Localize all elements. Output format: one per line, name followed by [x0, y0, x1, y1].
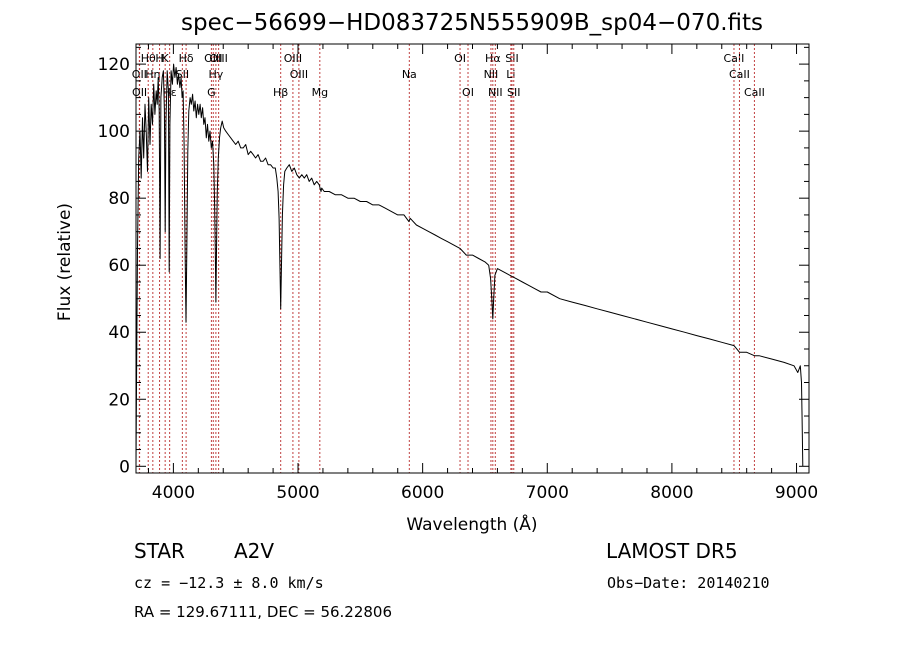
line-marker-label: CaII — [744, 86, 765, 99]
y-tick-label: 0 — [119, 457, 130, 477]
line-marker-label: Hγ — [208, 68, 223, 81]
line-marker-label: CaII — [729, 68, 750, 81]
survey-name: LAMOST DR5 — [606, 539, 738, 563]
line-marker-label: Hβ — [273, 86, 288, 99]
line-marker-label: SII — [507, 86, 520, 99]
line-marker-label: OIII — [209, 52, 227, 65]
line-marker-label: OIII — [284, 52, 302, 65]
line-marker-label: Mg — [312, 86, 328, 99]
line-marker-label: Hη — [145, 68, 160, 81]
obs-date-text: Obs−Date: 20140210 — [607, 574, 770, 592]
line-marker-label: OI — [462, 86, 474, 99]
line-marker-label: G — [207, 86, 216, 99]
x-axis-label: Wavelength (Å) — [406, 513, 537, 535]
y-tick-label: 20 — [108, 390, 130, 410]
spectrum-line — [135, 63, 804, 467]
x-axis: 4000 5000 6000 7000 8000 9000 — [147, 44, 818, 503]
spectrum-series — [135, 63, 804, 467]
line-marker-label: NII — [484, 68, 499, 81]
line-marker-label: H — [155, 52, 163, 65]
y-tick-label: 120 — [98, 55, 130, 75]
line-marker-label: OIII — [290, 68, 308, 81]
line-marker-label: Hα — [485, 52, 501, 65]
x-tick-label: 8000 — [650, 483, 693, 503]
line-marker-label: SII — [505, 52, 518, 65]
line-marker-label: CaII — [724, 52, 745, 65]
coordinates-text: RA = 129.67111, DEC = 56.22806 — [134, 603, 393, 621]
line-marker-label: Hδ — [179, 52, 194, 65]
line-marker-label: Hθ — [141, 52, 156, 65]
y-tick-label: 40 — [108, 323, 130, 343]
x-tick-label: 6000 — [401, 483, 444, 503]
line-marker-label: NII — [488, 86, 503, 99]
plot-frame — [135, 43, 810, 474]
y-tick-label: 60 — [108, 256, 130, 276]
y-tick-label: 100 — [98, 122, 130, 142]
x-tick-label: 9000 — [775, 483, 818, 503]
line-marker-label: OIII — [204, 52, 222, 65]
redshift-text: cz = −12.3 ± 8.0 km/s — [134, 574, 324, 592]
y-axis-label: Flux (relative) — [55, 203, 75, 321]
x-tick-label: 4000 — [152, 483, 195, 503]
line-marker-label: K — [162, 52, 170, 65]
line-marker-label: OI — [454, 52, 466, 65]
line-marker-label: Li — [506, 68, 515, 81]
x-tick-label: 5000 — [276, 483, 319, 503]
spectral-subclass: A2V — [234, 539, 275, 563]
chart-title: spec−56699−HD083725N555909B_sp04−070.fit… — [181, 10, 763, 36]
object-class: STAR — [134, 539, 185, 563]
line-marker-label: Hε — [163, 86, 177, 99]
x-tick-label: 7000 — [526, 483, 569, 503]
line-marker-label: Na — [402, 68, 417, 81]
line-marker-label: OII — [132, 86, 147, 99]
y-axis: 0 20 40 60 80 100 120 — [98, 46, 809, 477]
y-tick-label: 80 — [108, 189, 130, 209]
